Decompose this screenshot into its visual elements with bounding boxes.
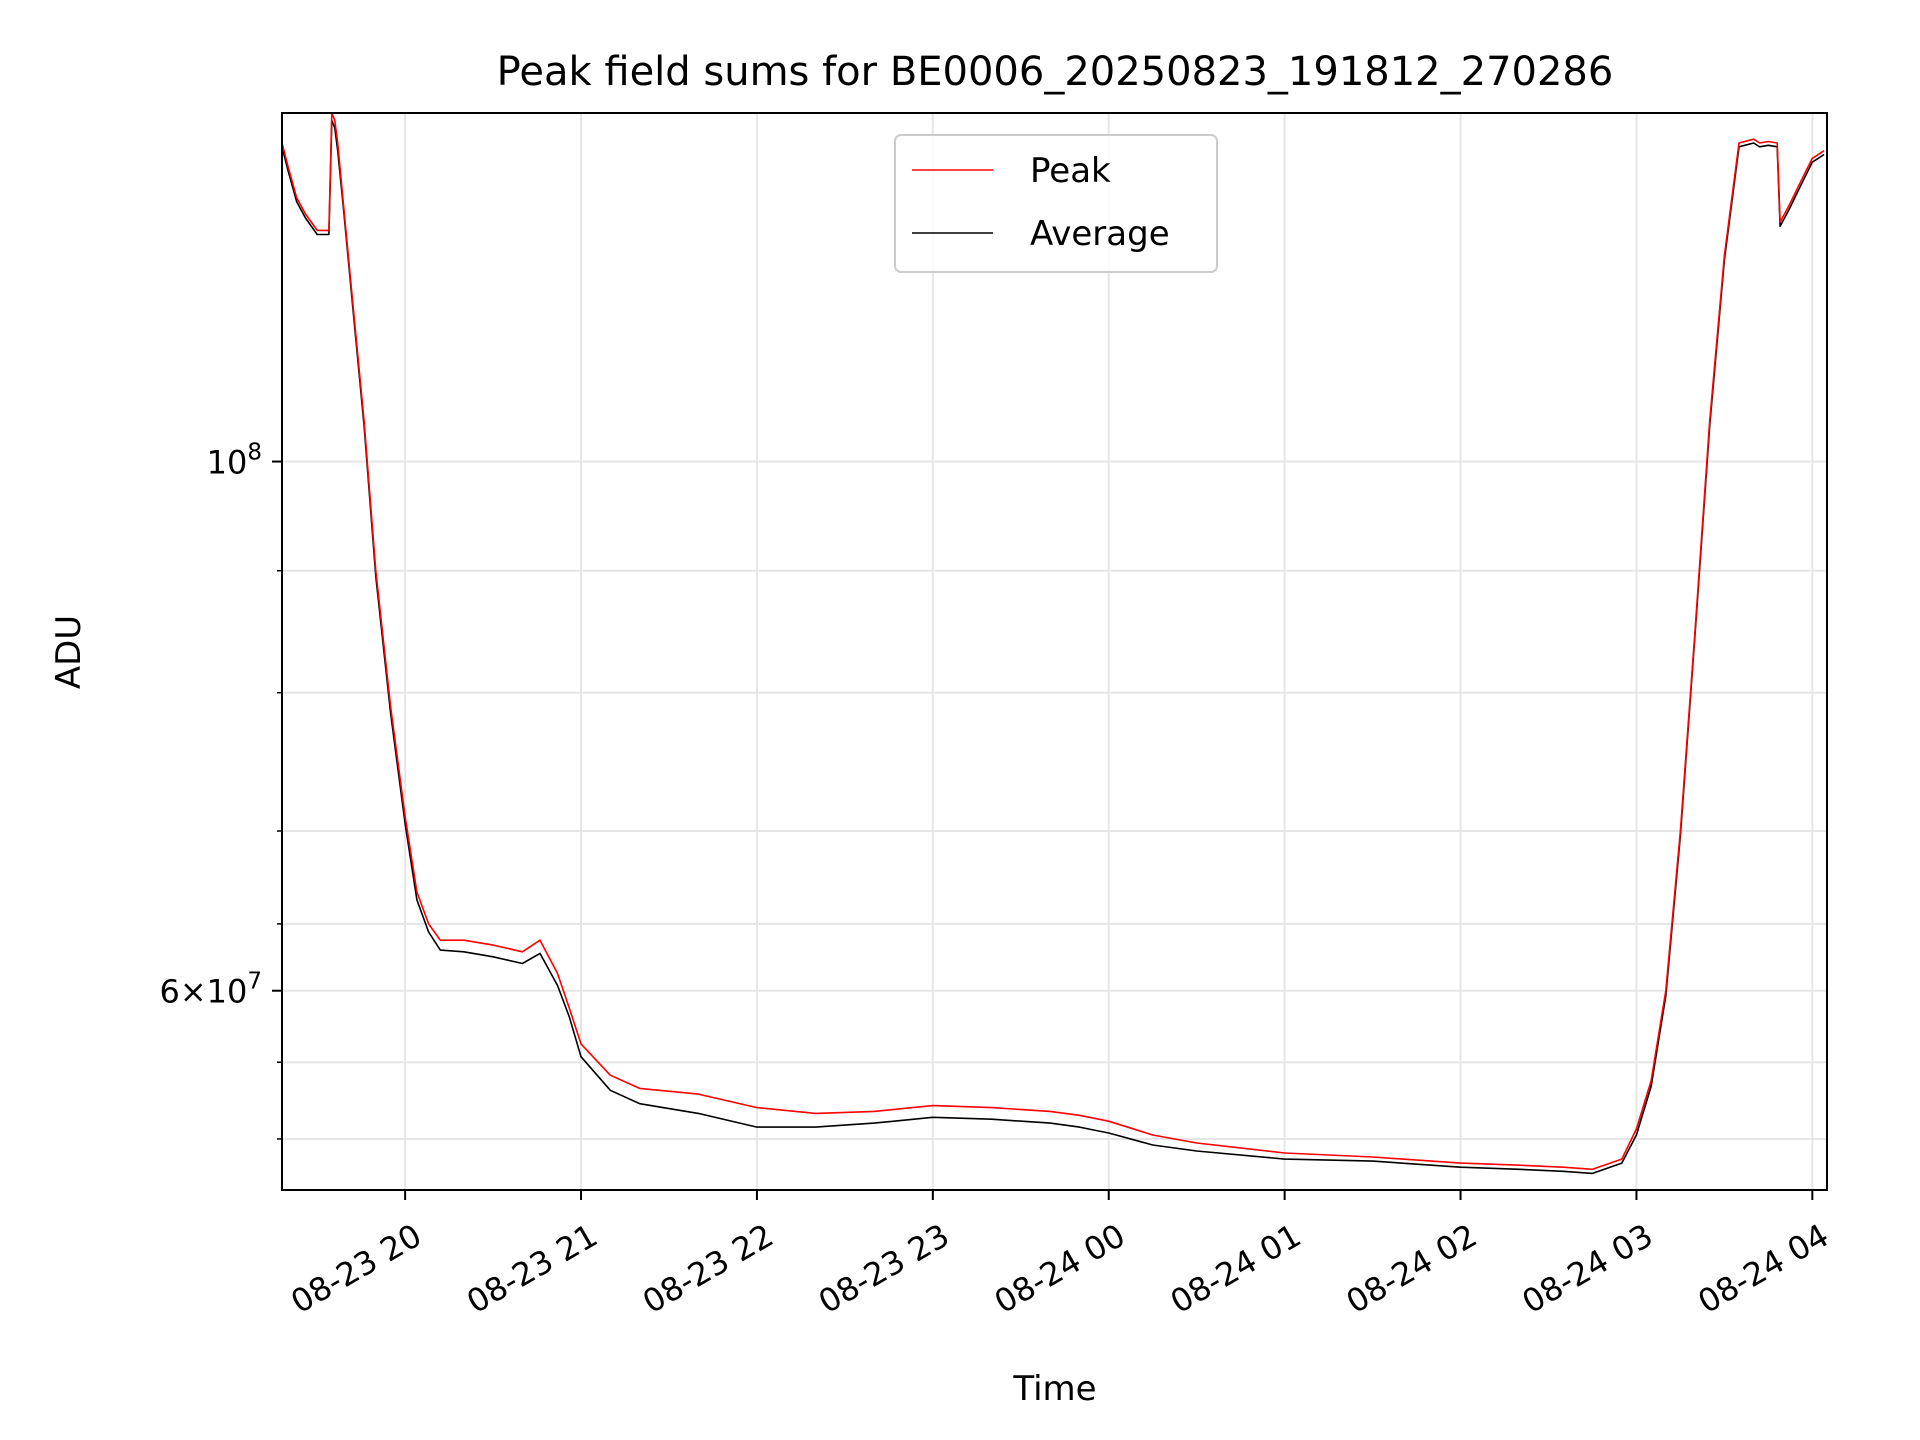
y-tick-label: 6×107 xyxy=(159,969,262,1011)
chart-title: Peak field sums for BE0006_20250823_1918… xyxy=(497,49,1614,95)
legend-label-peak: Peak xyxy=(1030,151,1111,191)
series-peak-line xyxy=(281,112,1825,1171)
legend: Peak Average xyxy=(894,134,1218,273)
series-layer xyxy=(281,112,1825,1175)
plot-frame xyxy=(281,112,1828,1191)
y-axis-label: ADU xyxy=(49,615,89,689)
x-axis-label: Time xyxy=(1012,1369,1096,1409)
legend-label-average: Average xyxy=(1030,214,1170,254)
y-tick-label: 108 xyxy=(207,440,262,482)
grid-lines xyxy=(282,113,1827,1190)
